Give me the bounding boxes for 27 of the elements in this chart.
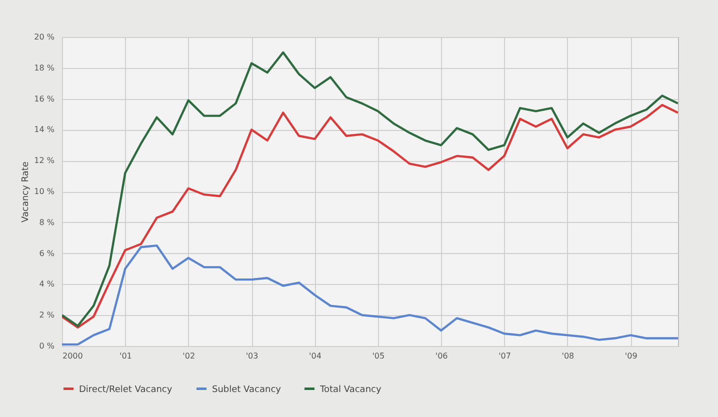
y-tick-label: 10 % (34, 187, 55, 196)
x-tick-label: '09 (624, 352, 638, 360)
legend-label: Total Vacancy (319, 384, 382, 395)
x-tick-label: '06 (435, 352, 448, 360)
y-tick-label: 4 % (39, 280, 55, 289)
line-series (62, 104, 678, 329)
x-tick-label: '02 (182, 352, 196, 360)
legend-label: Direct/Relet Vacancy (79, 384, 173, 395)
y-tick-label: 20 % (34, 32, 55, 42)
y-tick-label: 12 % (34, 156, 55, 166)
x-tick-label: '01 (119, 352, 132, 360)
x-tick-label: '07 (498, 352, 511, 360)
line-series (62, 51, 678, 328)
y-tick-label: 16 % (34, 94, 55, 104)
x-tick-label: '05 (372, 352, 385, 360)
x-tick-label: '08 (562, 352, 574, 360)
y-tick-label: 6 % (39, 248, 55, 258)
x-tick-label: '03 (246, 352, 258, 360)
x-tick-label: 2000 (62, 352, 83, 360)
x-tick-label: '04 (309, 352, 322, 360)
y-tick-label: 8 % (39, 218, 55, 227)
y-tick-label: 14 % (34, 125, 55, 134)
y-axis-title: Vacancy Rate (21, 161, 32, 222)
legend-label: Sublet Vacancy (212, 384, 282, 395)
y-tick-label: 2 % (39, 310, 55, 320)
y-tick-label: 0 % (39, 342, 55, 350)
y-tick-label: 18 % (34, 63, 55, 72)
